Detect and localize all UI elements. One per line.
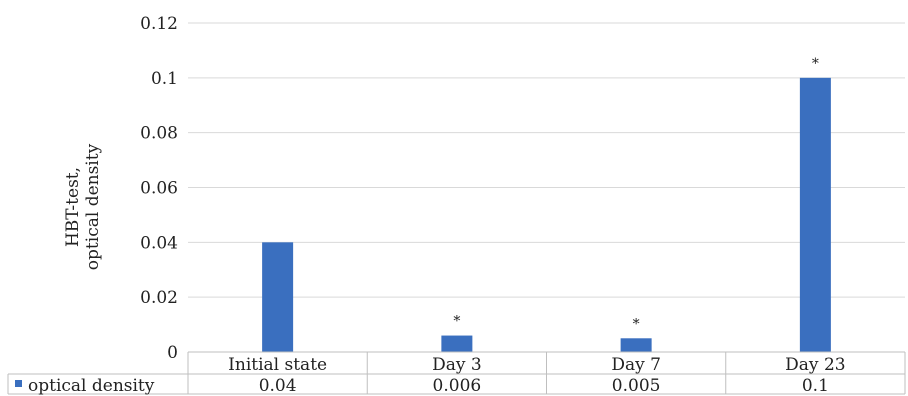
table-value: 0.04 [259, 376, 297, 396]
y-tick-label: 0 [167, 343, 178, 363]
bar [441, 335, 473, 352]
y-tick-labels: 0 0.02 0.04 0.06 0.08 0.1 0.12 [140, 14, 178, 363]
y-axis-label-line-2: optical density [83, 143, 103, 270]
y-axis-label-line-1: HBT-test, [63, 167, 83, 247]
significance-asterisk: * [812, 56, 819, 72]
significance-asterisk: * [633, 316, 640, 332]
significance-markers: * * * [453, 56, 819, 332]
y-tick-label: 0.06 [140, 179, 178, 199]
bar [620, 338, 652, 352]
x-tick-label: Day 7 [611, 355, 661, 375]
x-tick-label: Day 23 [785, 355, 845, 375]
y-tick-label: 0.1 [151, 69, 178, 89]
y-tick-label: 0.04 [140, 233, 178, 253]
bar [799, 77, 831, 352]
x-tick-label: Initial state [228, 355, 327, 375]
y-tick-label: 0.08 [140, 124, 178, 144]
y-tick-label: 0.12 [140, 14, 178, 34]
x-tick-label: Day 3 [432, 355, 482, 375]
table-value: 0.1 [802, 376, 829, 396]
legend-swatch [15, 380, 22, 387]
gridlines [188, 22, 905, 353]
bars [262, 77, 831, 352]
table-value: 0.006 [433, 376, 482, 396]
legend-series-name: optical density [28, 376, 155, 396]
y-tick-label: 0.02 [140, 288, 178, 308]
table-value: 0.005 [612, 376, 661, 396]
bar [262, 242, 294, 352]
significance-asterisk: * [453, 314, 460, 330]
